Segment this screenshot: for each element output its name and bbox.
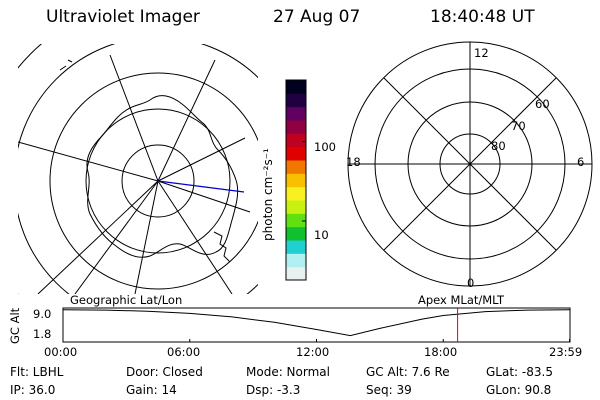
latitude-circle-70 xyxy=(85,108,231,254)
coastline xyxy=(86,95,239,258)
colorbar-segment xyxy=(286,213,306,228)
altitude-xtick-4: 23:59 xyxy=(549,345,583,359)
colorbar-segment xyxy=(286,253,306,268)
altitude-ylabel: GC Alt xyxy=(8,307,22,344)
mlt-label-6: 6 xyxy=(577,155,585,169)
altitude-ytick-min: 1.8 xyxy=(33,327,52,341)
colorbar-tick-10: 10 xyxy=(314,228,329,242)
gc-alt-value: GC Alt: 7.6 Re xyxy=(366,365,450,379)
colorbar-segment xyxy=(286,120,306,134)
colorbar-segment xyxy=(286,93,306,108)
dsp-value: Dsp: -3.3 xyxy=(246,383,301,397)
ip-value: IP: 36.0 xyxy=(10,383,56,397)
lat-label-70: 70 xyxy=(511,119,526,133)
colorbar-segment xyxy=(286,173,306,188)
mode-value: Mode: Normal xyxy=(246,365,330,379)
lat-label-80: 80 xyxy=(491,139,506,153)
colorbar-segment xyxy=(286,266,306,281)
altitude-frame xyxy=(62,307,571,343)
lat-label-60: 60 xyxy=(535,97,550,111)
geographic-caption: Geographic Lat/Lon xyxy=(70,293,183,307)
colorbar-segment xyxy=(286,146,306,161)
apex-caption: Apex MLat/MLT xyxy=(418,293,505,307)
altitude-xtick-2: 12:00 xyxy=(296,345,330,359)
mlt-label-0: 0 xyxy=(467,276,475,290)
colorbar-segment xyxy=(286,226,306,241)
altitude-ytick-max: 9.0 xyxy=(33,307,52,321)
mlt-label-12: 12 xyxy=(474,46,489,60)
latitude-circle-60 xyxy=(49,72,258,290)
altitude-xtick-1: 06:00 xyxy=(167,345,201,359)
colorbar-segment xyxy=(286,133,306,148)
colorbar-segment xyxy=(286,200,306,214)
altitude-xtick-3: 18:00 xyxy=(424,345,458,359)
colorbar-segment xyxy=(286,106,306,121)
colorbar-segment xyxy=(286,160,306,174)
filter-value: Flt: LBHL xyxy=(10,365,64,379)
time-label: 18:40:48 UT xyxy=(430,7,535,27)
instrument-title: Ultraviolet Imager xyxy=(46,7,200,27)
gain-value: Gain: 14 xyxy=(126,383,177,397)
colorbar-tick-100: 100 xyxy=(314,140,336,154)
colorbar-frame xyxy=(285,79,307,281)
glat-value: GLat: -83.5 xyxy=(486,365,553,379)
seq-value: Seq: 39 xyxy=(366,383,412,397)
glon-value: GLon: 90.8 xyxy=(486,383,552,397)
latitude-circle-80 xyxy=(121,144,195,218)
colorbar-segment xyxy=(286,80,306,94)
colorbar-segment xyxy=(286,186,306,201)
mlt-label-18: 18 xyxy=(346,155,361,169)
colorbar-segment xyxy=(286,240,306,254)
door-value: Door: Closed xyxy=(126,365,203,379)
altitude-xtick-0: 00:00 xyxy=(44,345,78,359)
altitude-series-line xyxy=(62,309,570,337)
satellite-track xyxy=(157,180,245,193)
date-label: 27 Aug 07 xyxy=(273,7,361,27)
